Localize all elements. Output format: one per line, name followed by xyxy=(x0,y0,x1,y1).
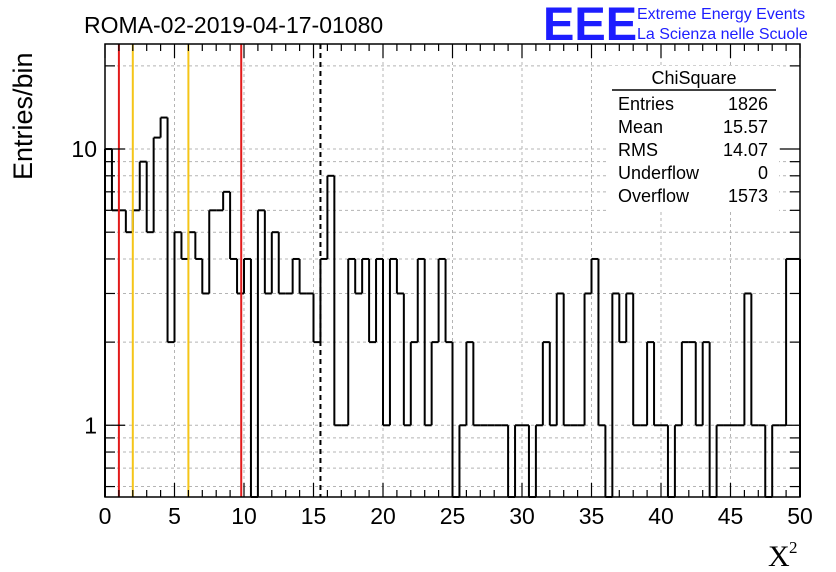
eee-logo: EEE Extreme Energy Events La Scienza nel… xyxy=(543,0,808,50)
stats-rms-label: RMS xyxy=(618,140,658,160)
x-tick-label: 10 xyxy=(231,503,257,529)
eee-logo-mark: EEE xyxy=(543,0,637,50)
x-tick-label: 40 xyxy=(648,503,674,529)
chart-title: ROMA-02-2019-04-17-01080 xyxy=(84,12,383,38)
stats-entries-value: 1826 xyxy=(728,94,768,114)
y-tick-label: 10 xyxy=(71,136,97,162)
y-axis-label: Entries/bin xyxy=(8,52,38,180)
x-tick-label: 0 xyxy=(99,503,112,529)
stats-box: ChiSquare Entries 1826 Mean 15.57 RMS 14… xyxy=(609,66,779,211)
x-tick-label: 25 xyxy=(440,503,466,529)
x-tick-label: 5 xyxy=(168,503,181,529)
ticks: 0 5 10 15 20 25 30 35 40 45 50 1 10 xyxy=(71,44,813,529)
stats-entries-label: Entries xyxy=(618,94,674,114)
x-tick-label: 35 xyxy=(579,503,605,529)
x-tick-label: 50 xyxy=(787,503,813,529)
x-axis-label: X xyxy=(768,540,790,572)
stats-rms-value: 14.07 xyxy=(723,140,768,160)
x-axis-label-superscript: 2 xyxy=(789,538,798,557)
x-tick-label: 20 xyxy=(370,503,396,529)
y-tick-label: 1 xyxy=(84,412,97,438)
x-tick-label: 45 xyxy=(718,503,744,529)
stats-overflow-value: 1573 xyxy=(728,186,768,206)
reference-lines xyxy=(117,44,322,497)
stats-mean-label: Mean xyxy=(618,117,663,137)
stats-underflow-value: 0 xyxy=(758,163,768,183)
eee-logo-line2: La Scienza nelle Scuole xyxy=(637,26,808,43)
eee-logo-line1: Extreme Energy Events xyxy=(637,6,805,23)
stats-mean-value: 15.57 xyxy=(723,117,768,137)
x-tick-label: 30 xyxy=(509,503,535,529)
x-tick-label: 15 xyxy=(301,503,327,529)
stats-title: ChiSquare xyxy=(651,68,736,88)
stats-overflow-label: Overflow xyxy=(618,186,690,206)
stats-underflow-label: Underflow xyxy=(618,163,700,183)
